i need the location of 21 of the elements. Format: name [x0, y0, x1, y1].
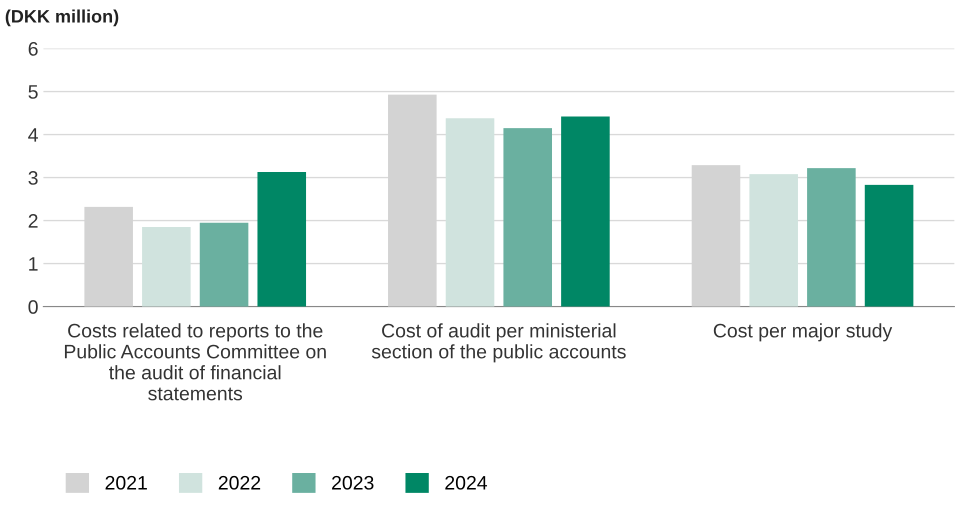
bar: [503, 128, 552, 307]
legend-label: 2022: [218, 476, 260, 490]
legend-label: 2021: [106, 476, 147, 490]
x-tick-label: Costs related to reports to the Public Accounts Committee on the audit of financial statements: [64, 323, 326, 400]
bar: [200, 222, 248, 307]
y-tick-label: 0: [28, 300, 38, 314]
y-tick-label: 5: [28, 85, 38, 99]
legend-label: 2024: [445, 476, 488, 490]
y-tick-label: 2: [28, 214, 38, 228]
bar: [807, 168, 856, 307]
legend-label: 2023: [332, 476, 374, 490]
x-tick-label: Cost per major study: [714, 323, 892, 342]
y-tick-label: 3: [28, 171, 38, 185]
y-axis-title: (DKK million): [6, 9, 118, 26]
bar: [864, 184, 914, 307]
bar: [257, 172, 306, 307]
y-tick-label: 6: [28, 42, 38, 56]
x-tick-label: Cost of audit per ministerial section of the public accounts: [372, 323, 626, 362]
bar: [561, 116, 610, 307]
y-tick-label: 1: [29, 257, 38, 271]
y-tick-label: 4: [28, 128, 38, 142]
